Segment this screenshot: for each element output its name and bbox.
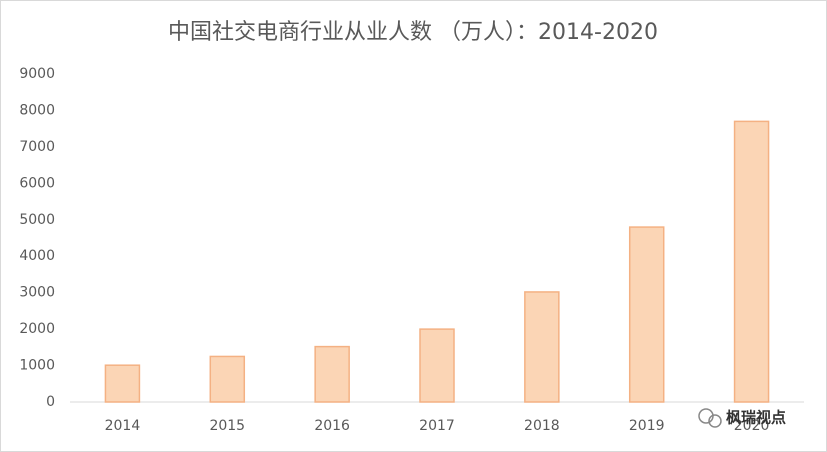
- bar: [314, 345, 350, 403]
- x-tick-label: 2018: [524, 418, 560, 434]
- watermark-icon: [698, 408, 722, 428]
- x-tick-label: 2020: [734, 418, 770, 434]
- y-tick-label: 8000: [19, 102, 55, 118]
- y-tick-label: 7000: [19, 139, 55, 155]
- y-tick-label: 5000: [19, 212, 55, 228]
- x-tick-label: 2016: [314, 418, 350, 434]
- y-tick-label: 3000: [19, 285, 55, 301]
- y-tick-label: 2000: [19, 321, 55, 337]
- bar: [733, 120, 770, 403]
- bar: [419, 328, 455, 403]
- y-tick-label: 1000: [19, 358, 55, 374]
- bar: [628, 226, 665, 403]
- chart-title: 中国社交电商行业从业人数 （万人）：2014-2020: [168, 20, 658, 45]
- bar: [104, 364, 141, 403]
- bar: [524, 291, 560, 403]
- y-tick-label: 0: [46, 394, 55, 410]
- watermark: 枫瑞视点: [726, 409, 786, 427]
- y-tick-label: 9000: [19, 66, 55, 82]
- x-tick-label: 2017: [419, 418, 455, 434]
- y-tick-label: 4000: [19, 248, 55, 264]
- x-tick-label: 2019: [629, 418, 665, 434]
- y-tick-label: 6000: [19, 175, 55, 191]
- bar: [209, 355, 246, 403]
- x-tick-label: 2014: [105, 418, 141, 434]
- x-tick-label: 2015: [209, 418, 245, 434]
